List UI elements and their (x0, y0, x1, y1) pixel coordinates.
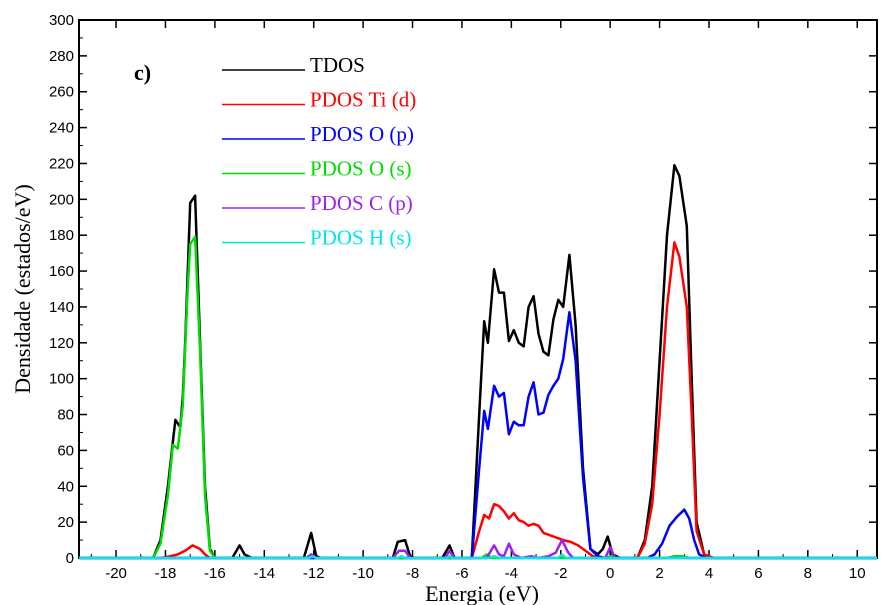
y-tick-label: 180 (49, 227, 74, 244)
x-tick-label: 2 (655, 565, 663, 582)
x-tick-label: -12 (303, 565, 325, 582)
y-tick-label: 160 (49, 263, 74, 280)
y-tick-label: 300 (49, 12, 74, 29)
x-tick-label: 0 (606, 565, 614, 582)
y-tick-label: 120 (49, 335, 74, 352)
x-tick-label: -4 (505, 565, 518, 582)
y-tick-label: 40 (57, 478, 74, 495)
y-tick-label: 240 (49, 120, 74, 137)
x-tick-label: -2 (554, 565, 567, 582)
y-tick-label: 280 (49, 48, 74, 65)
y-tick-label: 220 (49, 155, 74, 172)
y-tick-label: 20 (57, 514, 74, 531)
x-tick-label: -18 (155, 565, 177, 582)
y-tick-label: 60 (57, 442, 74, 459)
y-tick-label: 140 (49, 299, 74, 316)
legend-label-pdos-c-p: PDOS C (p) (310, 191, 413, 215)
series-line-pdos-c-p (79, 538, 877, 560)
legend-label-pdos-ti-d: PDOS Ti (d) (310, 88, 416, 112)
x-tick-label: 4 (705, 565, 713, 582)
y-axis-title: Densidade (estados/eV) (10, 184, 35, 394)
series-line-pdos-ti-d (79, 241, 877, 560)
y-tick-label: 260 (49, 84, 74, 101)
x-tick-label: -10 (352, 565, 374, 582)
legend-label-pdos-h-s: PDOS H (s) (310, 226, 412, 250)
series-layer (79, 164, 877, 560)
axis-ticks-layer: -20 -18 -16 -14 -12 -10 -8 -6 -4 -2 0 2 4 6 8 100204060… (49, 12, 877, 582)
x-tick-label: -20 (105, 565, 127, 582)
series-line-tdos (79, 164, 877, 560)
x-tick-label: -6 (455, 565, 468, 582)
series-line-pdos-h-s (79, 553, 877, 560)
y-tick-label: 100 (49, 371, 74, 388)
legend-label-pdos-o-s: PDOS O (s) (310, 157, 412, 181)
x-axis-title: Energia (eV) (425, 581, 539, 605)
x-tick-label: 6 (754, 565, 762, 582)
legend: TDOS PDOS Ti (d) PDOS O (p) PDOS O (s) PDOS … (222, 53, 416, 250)
legend-label-pdos-o-p: PDOS O (p) (310, 122, 414, 146)
legend-label-tdos: TDOS (310, 53, 365, 77)
y-tick-label: 80 (57, 407, 74, 424)
x-tick-label: -8 (406, 565, 419, 582)
y-tick-label: 200 (49, 191, 74, 208)
series-line-pdos-o-p (79, 311, 877, 560)
panel-label: c) (134, 60, 151, 85)
x-tick-label: -14 (253, 565, 275, 582)
x-tick-label: 10 (849, 565, 866, 582)
x-tick-label: -16 (204, 565, 226, 582)
x-tick-label: 8 (804, 565, 812, 582)
y-tick-label: 0 (66, 550, 74, 567)
